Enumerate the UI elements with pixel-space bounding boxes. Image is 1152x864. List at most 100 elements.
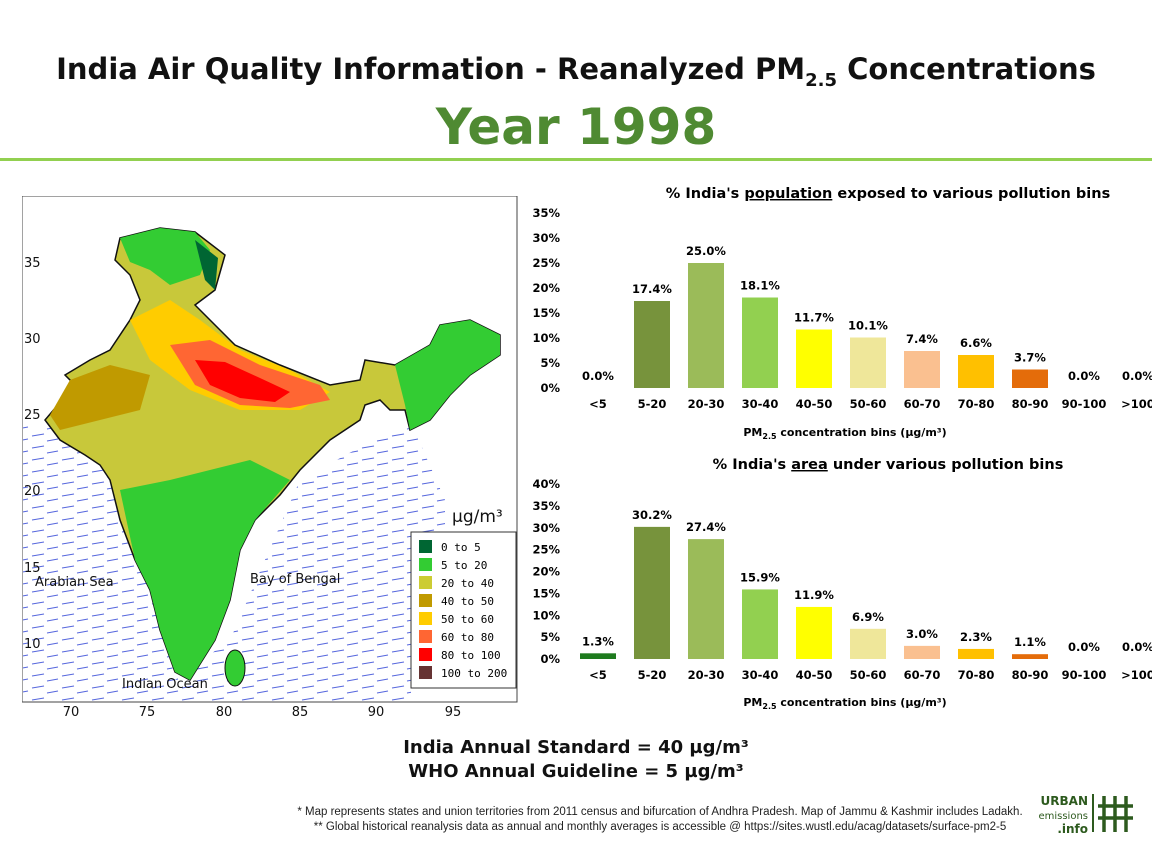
x-tick-label: 20-30 xyxy=(688,397,725,411)
legend: 0 to 5 5 to 20 20 to 40 40 to 50 50 to 60 60 … xyxy=(419,540,507,680)
map-axes: 70 75 80 85 90 95 35 30 25 20 15 10 xyxy=(24,256,461,720)
chart-title: % India's area under various pollution b… xyxy=(713,457,1064,473)
y-tick-label: 40% xyxy=(532,477,560,491)
legend-swatch xyxy=(419,558,432,571)
bar-50-60 xyxy=(850,628,886,659)
y-tick: 30 xyxy=(24,332,41,347)
data-label: 6.6% xyxy=(960,336,992,350)
x-tick-label: 70-80 xyxy=(958,668,995,682)
y-tick-label: 35% xyxy=(532,206,560,220)
bar-80-90 xyxy=(1012,654,1048,659)
data-label: 2.3% xyxy=(960,630,992,644)
data-label: 3.0% xyxy=(906,627,938,641)
y-tick: 15 xyxy=(24,561,41,576)
india-standard: India Annual Standard = 40 µg/m³ xyxy=(403,737,749,758)
data-label: 30.2% xyxy=(632,508,672,522)
legend-label: 100 to 200 xyxy=(441,667,507,680)
legend-swatch xyxy=(419,666,432,679)
legend-label: 5 to 20 xyxy=(441,559,487,572)
x-tick: 85 xyxy=(292,705,309,720)
bar-20-30 xyxy=(688,263,724,388)
y-tick-label: 5% xyxy=(540,630,560,644)
data-label: 3.7% xyxy=(1014,351,1046,365)
bar-20-30 xyxy=(688,539,724,659)
data-label: 27.4% xyxy=(686,520,726,534)
x-tick-label: 50-60 xyxy=(850,668,887,682)
x-tick-label: <5 xyxy=(589,668,607,682)
x-tick-label: >100 xyxy=(1121,397,1152,411)
y-tick-label: 35% xyxy=(532,499,560,513)
x-tick-label: 70-80 xyxy=(958,397,995,411)
label-bay-of-bengal: Bay of Bengal xyxy=(250,572,340,587)
data-label: 25.0% xyxy=(686,244,726,258)
y-tick-label: 15% xyxy=(532,586,560,600)
legend-label: 20 to 40 xyxy=(441,577,494,590)
data-label: 17.4% xyxy=(632,282,672,296)
legend-box xyxy=(410,531,517,689)
legend-label: 50 to 60 xyxy=(441,613,494,626)
page-title: India Air Quality Information - Reanalyz… xyxy=(56,52,1096,91)
y-tick-label: 20% xyxy=(532,565,560,579)
data-label: 0.0% xyxy=(1122,369,1152,383)
data-label: 11.7% xyxy=(794,311,834,325)
x-tick-label: 90-100 xyxy=(1062,668,1107,682)
population-chart: % India's population exposed to various … xyxy=(532,186,1152,441)
y-tick-label: 10% xyxy=(532,331,560,345)
footnote-2: ** Global historical reanalysis data as … xyxy=(313,821,1007,833)
svg-text:.info: .info xyxy=(1057,822,1088,834)
y-tick-label: 25% xyxy=(532,543,560,557)
legend-label: 60 to 80 xyxy=(441,631,494,644)
bar-70-80 xyxy=(958,648,994,659)
green-region-north xyxy=(120,228,210,285)
data-label: 0.0% xyxy=(1068,640,1100,654)
x-tick-label: 30-40 xyxy=(742,668,779,682)
y-tick-label: 20% xyxy=(532,281,560,295)
y-tick: 35 xyxy=(24,256,41,271)
x-tick-label: 50-60 xyxy=(850,397,887,411)
data-label: 15.9% xyxy=(740,570,780,584)
legend-label: 0 to 5 xyxy=(441,541,481,554)
x-tick-label: 40-50 xyxy=(796,668,833,682)
legend-swatch xyxy=(419,576,432,589)
data-label: 11.9% xyxy=(794,588,834,602)
y-tick: 20 xyxy=(24,484,41,499)
bar-80-90 xyxy=(1012,369,1048,388)
sri-lanka xyxy=(224,649,246,687)
legend-label: 80 to 100 xyxy=(441,649,501,662)
data-label: 6.9% xyxy=(852,610,884,624)
data-label: 18.1% xyxy=(740,279,780,293)
label-arabian-sea: Arabian Sea xyxy=(35,575,114,590)
bar-5-20 xyxy=(634,526,670,659)
area-chart: % India's area under various pollution b… xyxy=(532,457,1152,711)
data-label: 0.0% xyxy=(582,369,614,383)
year-heading: Year 1998 xyxy=(435,98,717,156)
y-tick: 10 xyxy=(24,637,41,652)
x-tick-label: 80-90 xyxy=(1012,397,1049,411)
x-tick-label: 30-40 xyxy=(742,397,779,411)
y-tick-label: 15% xyxy=(532,306,560,320)
bar-60-70 xyxy=(904,351,940,388)
y-tick-label: 10% xyxy=(532,608,560,622)
x-tick-label: 20-30 xyxy=(688,668,725,682)
legend-swatch xyxy=(419,630,432,643)
green-region-northeast xyxy=(395,320,500,430)
y-tick-label: 0% xyxy=(540,381,560,395)
y-tick-label: 30% xyxy=(532,231,560,245)
bar-<5 xyxy=(580,653,616,659)
x-tick: 80 xyxy=(216,705,233,720)
x-tick: 95 xyxy=(445,705,462,720)
bar-40-50 xyxy=(796,329,832,388)
bar-70-80 xyxy=(958,355,994,388)
y-tick: 25 xyxy=(24,408,41,423)
x-tick: 75 xyxy=(139,705,156,720)
legend-label: 40 to 50 xyxy=(441,595,494,608)
x-tick-label: 60-70 xyxy=(904,668,941,682)
x-tick: 70 xyxy=(63,705,80,720)
bar-charts: % India's population exposed to various … xyxy=(532,186,1152,711)
who-guideline: WHO Annual Guideline = 5 µg/m³ xyxy=(408,761,744,782)
x-tick-label: 90-100 xyxy=(1062,397,1107,411)
data-label: 0.0% xyxy=(1122,640,1152,654)
svg-text:emissions: emissions xyxy=(1038,811,1088,822)
red-region xyxy=(195,360,290,402)
green-region-south xyxy=(120,460,290,680)
